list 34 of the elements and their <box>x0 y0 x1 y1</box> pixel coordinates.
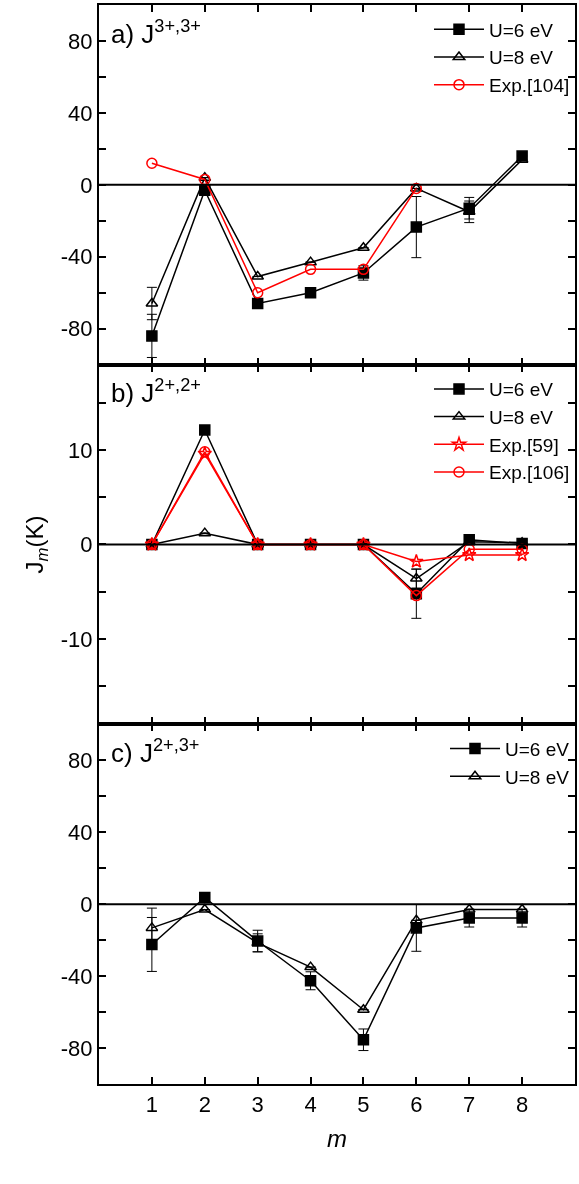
legend-label: Exp.[59] <box>489 434 559 456</box>
legend-label: U=6 eV <box>489 19 554 41</box>
x-tick-label: 7 <box>463 1092 476 1118</box>
x-tick-label: 8 <box>515 1092 529 1118</box>
y-tick-label: -40 <box>60 963 93 989</box>
x-tick-label: 4 <box>304 1092 317 1118</box>
legend-label: U=8 eV <box>489 407 554 429</box>
y-tick-label: -10 <box>60 626 93 652</box>
y-tick-label: 40 <box>68 100 93 126</box>
x-axis-title: m <box>327 1125 347 1153</box>
x-tick-label: 6 <box>410 1092 423 1118</box>
legend-label: Exp.[104] <box>489 75 570 97</box>
legend-label: U=6 eV <box>489 379 554 401</box>
legend-label: Exp.[106] <box>489 462 570 484</box>
legend-label: U=8 eV <box>505 766 570 788</box>
text: c) J$^{2+,3+}$ <box>111 735 200 768</box>
text: a) J$^{3+,3+}$ <box>111 16 201 49</box>
y-tick-label: 80 <box>68 28 93 54</box>
legend-label: U=6 eV <box>505 738 570 760</box>
y-tick-label: 10 <box>68 437 93 463</box>
legend-label: U=8 eV <box>489 47 554 69</box>
y-tick-label: -40 <box>60 244 93 270</box>
x-tick-label: 5 <box>357 1092 370 1118</box>
text: b) J$^{2+,2+}$ <box>111 375 201 408</box>
x-tick-label: 3 <box>251 1092 264 1118</box>
y-tick-label: -80 <box>60 316 93 342</box>
y-tick-label: -80 <box>60 1035 93 1061</box>
y-tick-label: 0 <box>80 532 93 558</box>
y-tick-label: 0 <box>80 172 93 198</box>
y-tick-label: 0 <box>80 891 93 917</box>
y-tick-label: 40 <box>68 819 93 845</box>
y-tick-label: 80 <box>68 748 93 773</box>
x-tick-label: 2 <box>198 1092 211 1118</box>
x-tick-label: 1 <box>145 1092 159 1118</box>
